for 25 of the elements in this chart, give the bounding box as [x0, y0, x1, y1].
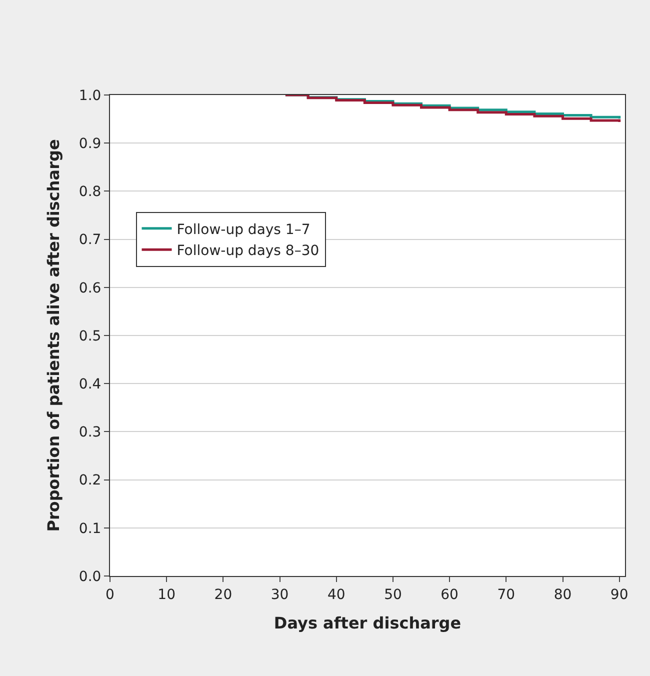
x-tick-label: 30 — [270, 586, 289, 603]
y-tick-label: 0.6 — [78, 280, 102, 296]
x-axis-title: Days after discharge — [274, 614, 462, 632]
x-tick-label: 70 — [497, 586, 516, 603]
y-tick-label: 0.2 — [78, 472, 102, 489]
y-tick-label: 0.1 — [78, 520, 102, 537]
y-tick-label: 0.3 — [78, 424, 102, 441]
legend-label: Follow-up days 1–7 — [176, 222, 310, 238]
x-tick-label: 20 — [214, 586, 232, 603]
x-tick-label: 90 — [610, 586, 628, 603]
y-tick-label: 0.9 — [78, 136, 102, 152]
y-tick-label: 1.0 — [78, 88, 102, 104]
y-tick-label: 0.5 — [78, 328, 102, 344]
y-tick-label: 0.0 — [78, 568, 102, 585]
x-tick-label: 0 — [106, 586, 114, 603]
y-axis-title: Proportion of patients alive after discharge — [44, 139, 63, 532]
y-tick-label: 0.7 — [78, 232, 102, 248]
x-tick-label: 40 — [327, 586, 346, 603]
x-tick-label: 80 — [554, 586, 572, 603]
x-tick-label: 10 — [158, 586, 176, 603]
legend-label: Follow-up days 8–30 — [176, 243, 320, 260]
y-tick-label: 0.8 — [78, 184, 102, 200]
x-tick-label: 60 — [440, 586, 458, 603]
y-tick-label: 0.4 — [78, 376, 102, 392]
x-tick-label: 50 — [384, 586, 402, 603]
